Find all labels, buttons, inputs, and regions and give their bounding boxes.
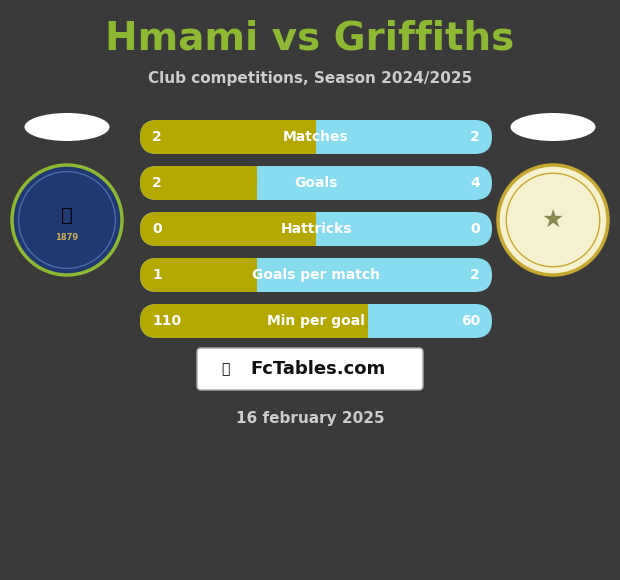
Text: 110: 110 [152, 314, 181, 328]
Text: Hattricks: Hattricks [280, 222, 352, 236]
Text: ★: ★ [542, 208, 564, 232]
Text: 0: 0 [471, 222, 480, 236]
Text: 4: 4 [470, 176, 480, 190]
FancyBboxPatch shape [140, 212, 316, 246]
Text: 1: 1 [152, 268, 162, 282]
FancyBboxPatch shape [140, 166, 492, 200]
Text: Min per goal: Min per goal [267, 314, 365, 328]
Text: Goals per match: Goals per match [252, 268, 380, 282]
FancyBboxPatch shape [140, 258, 492, 292]
Text: 2: 2 [152, 176, 162, 190]
Text: 2: 2 [470, 268, 480, 282]
FancyBboxPatch shape [197, 348, 423, 390]
Bar [223, 258, 257, 292]
Text: Hmami vs Griffiths: Hmami vs Griffiths [105, 19, 515, 57]
Bar [223, 166, 257, 200]
Text: 16 february 2025: 16 february 2025 [236, 411, 384, 426]
Text: 1879: 1879 [55, 234, 79, 242]
Circle shape [498, 165, 608, 275]
Ellipse shape [510, 113, 595, 141]
Text: Club competitions, Season 2024/2025: Club competitions, Season 2024/2025 [148, 71, 472, 85]
Bar [282, 212, 316, 246]
Text: Matches: Matches [283, 130, 349, 144]
FancyBboxPatch shape [140, 166, 257, 200]
Text: Goals: Goals [294, 176, 338, 190]
FancyBboxPatch shape [140, 120, 316, 154]
Text: 60: 60 [461, 314, 480, 328]
FancyBboxPatch shape [140, 212, 492, 246]
Text: 0: 0 [152, 222, 162, 236]
Text: 2: 2 [470, 130, 480, 144]
FancyBboxPatch shape [140, 120, 492, 154]
Ellipse shape [25, 113, 110, 141]
Circle shape [12, 165, 122, 275]
FancyBboxPatch shape [140, 304, 492, 338]
FancyBboxPatch shape [140, 304, 368, 338]
Bar [334, 304, 368, 338]
Text: 2: 2 [152, 130, 162, 144]
Text: 📊: 📊 [221, 362, 229, 376]
Text: 🐦: 🐦 [61, 205, 73, 224]
Bar [282, 120, 316, 154]
Text: FcTables.com: FcTables.com [250, 360, 386, 378]
FancyBboxPatch shape [140, 258, 257, 292]
